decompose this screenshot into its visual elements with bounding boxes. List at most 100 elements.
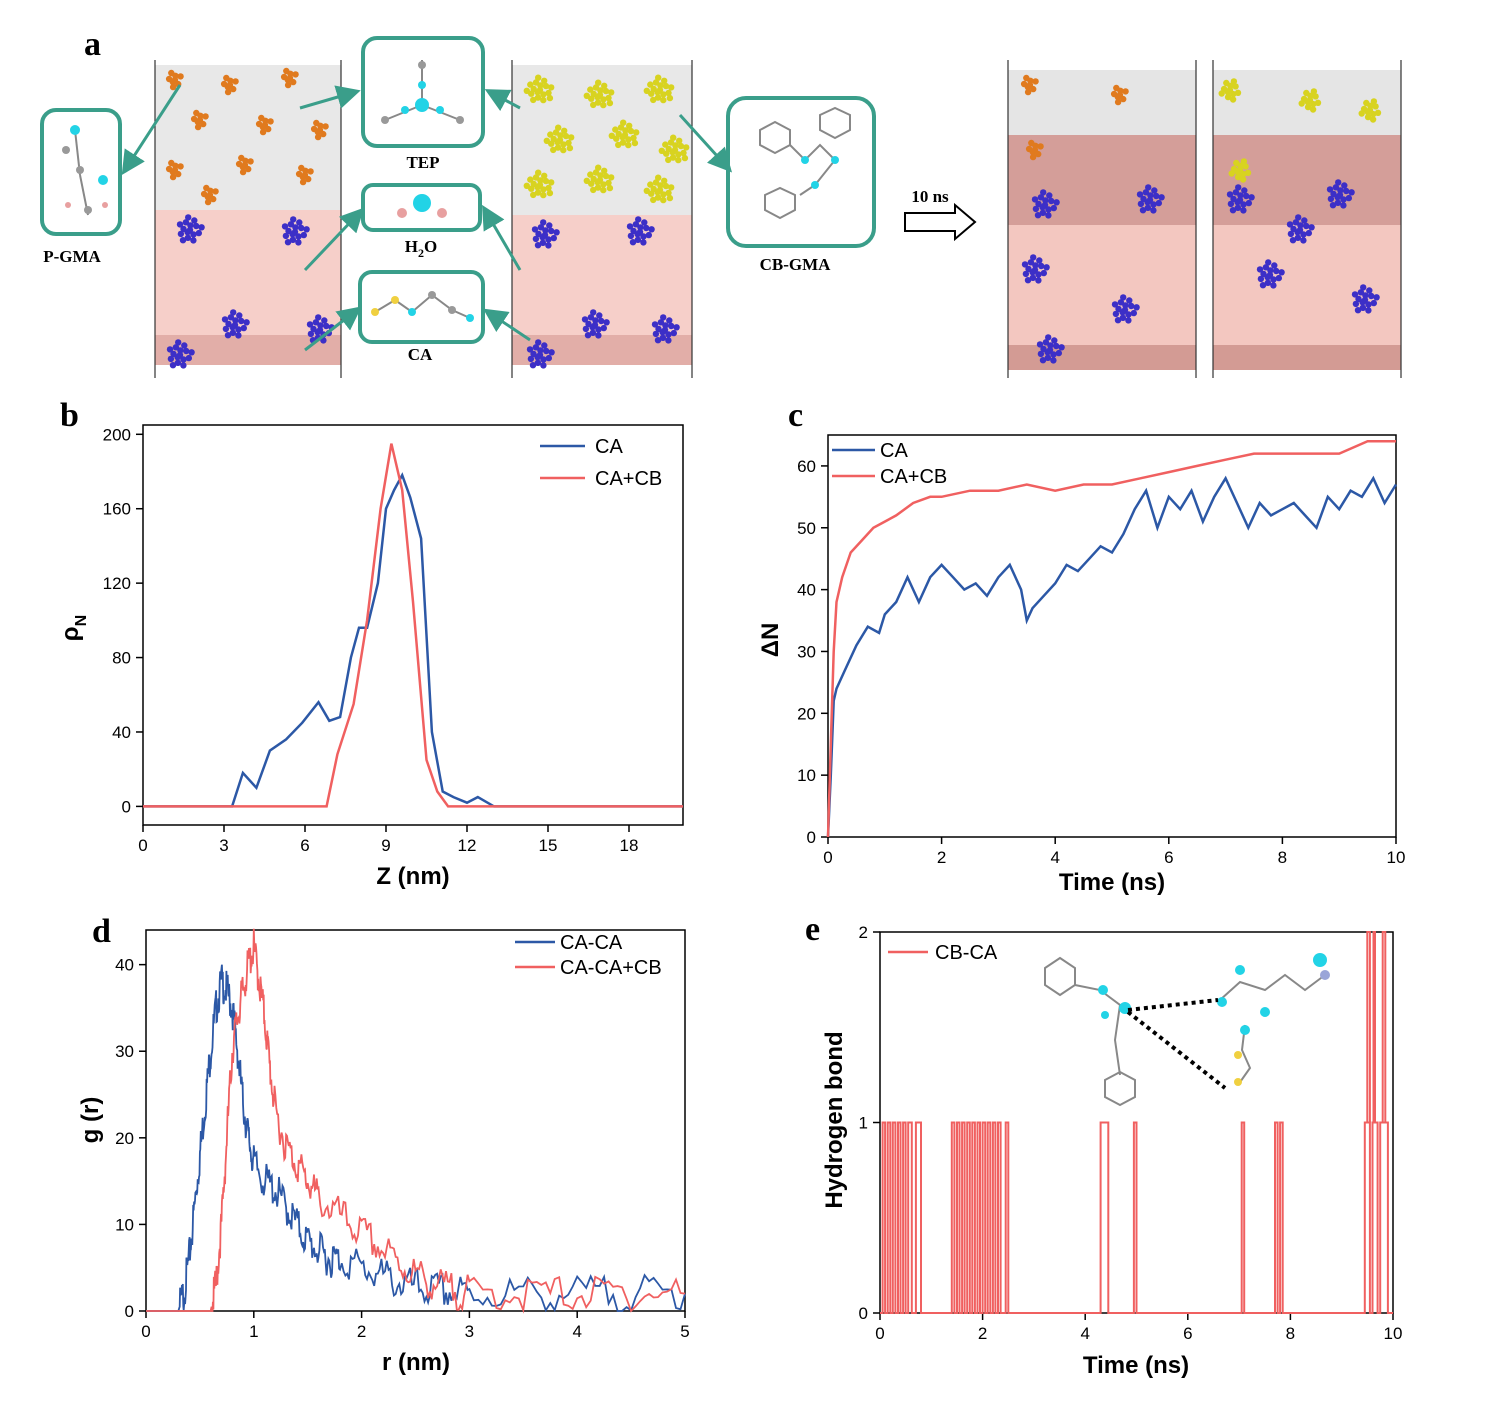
cluster-bead xyxy=(626,223,634,230)
cluster-bead xyxy=(1300,237,1307,244)
cluster-bead xyxy=(315,314,322,321)
ca-clusters-box2 xyxy=(526,216,680,369)
cluster-bead xyxy=(1120,294,1127,301)
cluster-bead xyxy=(175,339,182,346)
chart-e-series xyxy=(880,931,1393,1314)
ca-clusters-box3 xyxy=(1020,74,1165,364)
cluster-bead xyxy=(546,222,553,229)
chart-d-ylabel: g (r) xyxy=(77,1097,104,1144)
cluster-bead xyxy=(229,329,237,336)
cluster-bead xyxy=(1036,257,1043,264)
pgma-polymer-clusters xyxy=(165,67,329,206)
chart-b-series xyxy=(143,443,683,808)
tep-molecule-icon xyxy=(381,60,464,124)
cluster-bead xyxy=(650,185,657,193)
cluster-bead xyxy=(320,130,327,138)
cluster-bead xyxy=(177,73,184,80)
cluster-bead xyxy=(1314,99,1322,107)
cluster-bead xyxy=(665,89,672,97)
cluster-bead xyxy=(608,132,615,139)
cluster-bead xyxy=(284,81,292,89)
cluster-bead xyxy=(292,224,299,231)
cluster-bead xyxy=(1050,357,1057,364)
cluster-bead xyxy=(545,236,552,243)
cluster-bead xyxy=(310,325,317,333)
cluster-bead xyxy=(523,87,530,95)
cluster-bead xyxy=(1370,110,1377,118)
chart-d-frame xyxy=(145,929,686,1312)
pgma-label: P-GMA xyxy=(43,247,101,266)
cluster-bead xyxy=(230,309,237,316)
cluster-bead xyxy=(180,225,187,233)
y-tick-label: 30 xyxy=(797,642,816,661)
cluster-bead xyxy=(540,191,547,199)
cluster-bead xyxy=(1045,206,1052,213)
cluster-bead xyxy=(530,85,537,93)
cluster-bead xyxy=(1122,302,1129,309)
cluster-bead xyxy=(675,156,682,164)
cluster-bead xyxy=(634,236,642,243)
cluster-bead xyxy=(323,322,330,330)
cluster-bead xyxy=(1312,93,1319,100)
h2o-label: H2O xyxy=(405,237,437,260)
cluster-bead xyxy=(537,347,544,354)
cluster-bead xyxy=(1264,279,1272,286)
cluster-bead xyxy=(225,320,232,328)
cluster-bead xyxy=(587,86,594,93)
cluster-bead xyxy=(181,342,188,349)
legend-label-cb-ca: CB-CA xyxy=(935,942,998,964)
cluster-bead xyxy=(1229,207,1237,214)
cluster-bead xyxy=(1340,196,1347,203)
cluster-bead xyxy=(1034,212,1042,219)
cluster-bead xyxy=(660,196,667,204)
cluster-bead xyxy=(167,355,175,363)
cluster-bead xyxy=(600,324,607,332)
x-tick-label: 0 xyxy=(138,836,147,855)
cluster-bead xyxy=(602,87,610,95)
cluster-bead xyxy=(526,346,534,353)
x-tick-label: 6 xyxy=(1183,1324,1192,1343)
cluster-bead xyxy=(255,120,263,128)
cluster-bead xyxy=(540,356,547,363)
cluster-bead xyxy=(1232,83,1239,90)
cluster-bead xyxy=(307,168,314,175)
cluster-bead xyxy=(1037,194,1045,201)
legend-label-ca-ca-cb: CA-CA+CB xyxy=(560,957,662,979)
cluster-bead xyxy=(539,239,547,246)
cluster-bead xyxy=(666,194,674,202)
cluster-bead xyxy=(665,337,672,344)
cluster-bead xyxy=(223,74,230,82)
cluster-bead xyxy=(1256,266,1264,273)
cluster-bead xyxy=(1023,74,1030,82)
cluster-bead xyxy=(220,80,228,88)
cluster-bead xyxy=(590,186,597,194)
series-line-cb-ca xyxy=(880,1121,1393,1314)
cluster-bead xyxy=(560,141,567,148)
cluster-bead xyxy=(1297,222,1304,229)
cluster-bead xyxy=(1232,189,1240,196)
cluster-bead xyxy=(667,139,675,146)
cluster-bead xyxy=(1370,98,1378,105)
cluster-bead xyxy=(1110,90,1118,98)
cluster-bead xyxy=(1024,277,1032,284)
cluster-bead xyxy=(546,189,554,197)
cluster-bead xyxy=(247,158,254,165)
cluster-bead xyxy=(1022,270,1030,278)
cluster-bead xyxy=(537,224,545,231)
cluster-bead xyxy=(606,184,614,192)
cluster-bead xyxy=(534,359,542,366)
cluster-bead xyxy=(608,174,615,181)
cluster-bead xyxy=(190,115,198,123)
cluster-bead xyxy=(287,221,295,228)
cluster-bead xyxy=(665,331,672,338)
cluster-bead xyxy=(592,169,600,176)
cluster-bead xyxy=(184,234,192,241)
cluster-bead xyxy=(655,325,662,333)
chart-b: b 0 3 6 9 12 15 18 0 40 80 120 160 200 Z (nm) ρN CA … xyxy=(57,397,684,890)
cluster-bead xyxy=(198,224,205,231)
cluster-bead xyxy=(668,322,675,330)
cluster-bead xyxy=(545,242,552,249)
time-arrow: 10 ns xyxy=(904,187,977,242)
cluster-bead xyxy=(582,325,590,333)
cluster-bead xyxy=(1058,344,1065,351)
